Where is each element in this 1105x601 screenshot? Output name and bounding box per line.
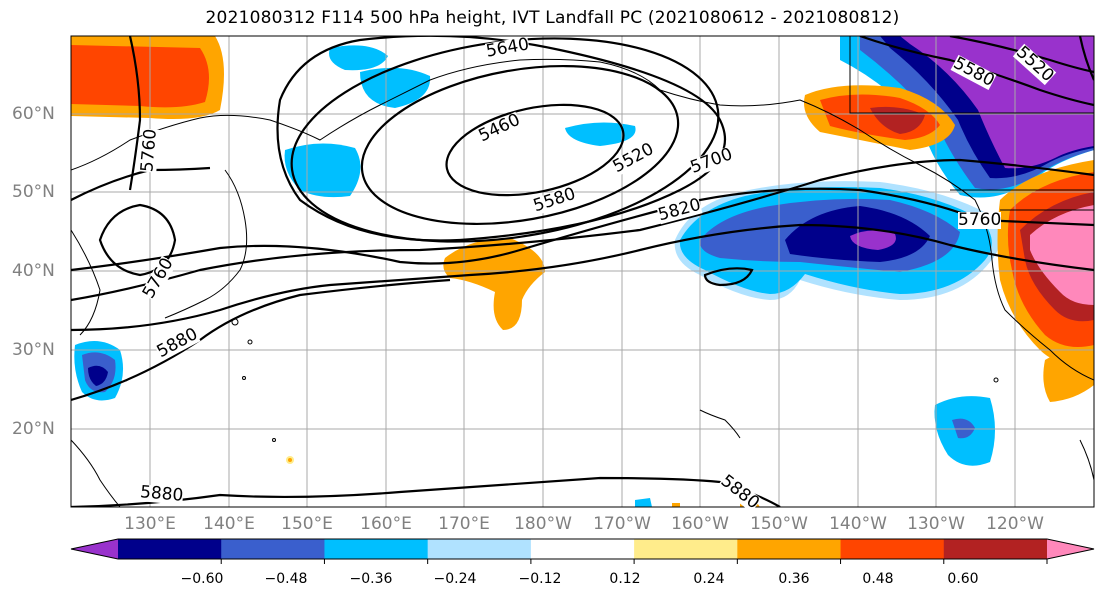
colorbar-cell bbox=[943, 539, 1048, 559]
lon-label: 130°W bbox=[907, 514, 965, 534]
lon-label: 160°E bbox=[360, 514, 412, 534]
colorbar-extend-low bbox=[71, 539, 118, 559]
graticule bbox=[71, 36, 1094, 507]
height-contours bbox=[71, 36, 1094, 507]
coastlines bbox=[71, 36, 1094, 507]
lon-label: 130°E bbox=[124, 514, 176, 534]
colorbar-tick-label: 0.24 bbox=[693, 571, 725, 587]
colorbar-cell bbox=[221, 539, 325, 559]
contour-label: 5880 bbox=[139, 482, 185, 506]
lon-label: 170°W bbox=[593, 514, 651, 534]
colorbar-tick-label: −0.12 bbox=[518, 571, 562, 587]
colorbar-cell bbox=[634, 539, 738, 559]
lon-label: 150°W bbox=[750, 514, 808, 534]
map-frame bbox=[70, 35, 1095, 508]
colorbar-cell bbox=[737, 539, 842, 559]
colorbar-cell bbox=[427, 539, 532, 559]
lon-label: 140°E bbox=[203, 514, 255, 534]
colorbar-tick-label: 0.36 bbox=[778, 571, 810, 587]
colorbar-tick-label: −0.48 bbox=[264, 571, 308, 587]
lon-label: 120°W bbox=[986, 514, 1044, 534]
lat-label: 60°N bbox=[12, 104, 55, 124]
lon-label: 170°E bbox=[438, 514, 490, 534]
colorbar bbox=[70, 538, 1095, 564]
colorbar-tick-label: 0.60 bbox=[947, 571, 979, 587]
colorbar-tick-label: −0.60 bbox=[180, 571, 224, 587]
lat-label: 20°N bbox=[12, 419, 55, 439]
colorbar-cell bbox=[118, 539, 222, 559]
colorbar-tick-label: −0.24 bbox=[433, 571, 477, 587]
colorbar-extend-high bbox=[1047, 539, 1094, 559]
colorbar-tick-label: −0.36 bbox=[349, 571, 393, 587]
colorbar-cell bbox=[840, 539, 945, 559]
lat-label: 50°N bbox=[12, 182, 55, 202]
lat-label: 30°N bbox=[12, 340, 55, 360]
colorbar-tick-label: 0.48 bbox=[862, 571, 894, 587]
lon-label: 150°E bbox=[281, 514, 333, 534]
colorbar-cell bbox=[530, 539, 635, 559]
lon-label: 140°W bbox=[829, 514, 887, 534]
lon-label: 180°W bbox=[514, 514, 572, 534]
contour-label: 5760 bbox=[137, 128, 161, 173]
islands bbox=[231, 318, 999, 442]
lon-label: 160°W bbox=[671, 514, 729, 534]
colorbar-cell bbox=[324, 539, 429, 559]
map-title: 2021080312 F114 500 hPa height, IVT Land… bbox=[205, 8, 900, 28]
contour-label: 5760 bbox=[958, 210, 1002, 230]
lat-label: 40°N bbox=[12, 261, 55, 281]
colorbar-tick-label: 0.12 bbox=[609, 571, 641, 587]
